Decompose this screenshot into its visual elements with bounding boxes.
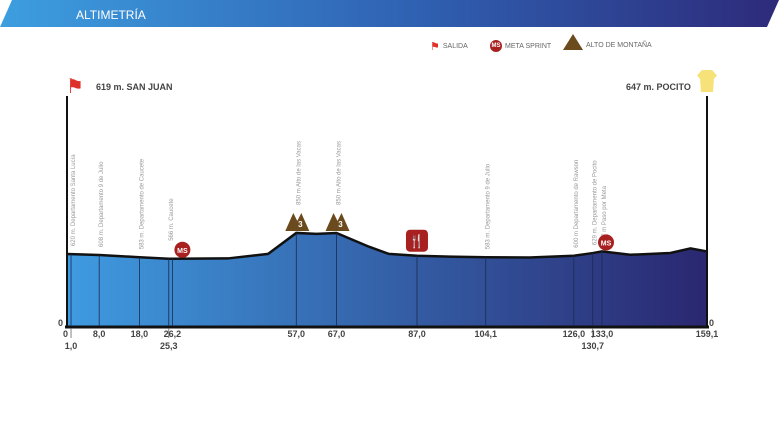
cutlery-glyph: 🍴 [409,234,425,250]
waypoint-label: 566 m. Caucete [169,198,175,241]
mountain-icon [325,212,350,231]
mountain-icon [285,212,310,231]
elevation-area [67,232,707,326]
km-tick-label: 159,1 [696,329,719,339]
legend-meta-sprint: MS META SPRINT [490,40,551,52]
waypoint-label: 583 m. Departamento de Caucete [139,158,145,249]
mountain-icon [563,34,583,50]
km-tick-label: 0 [63,329,68,339]
meta-sprint-icon: MS [490,40,502,52]
km-tick-label: 67,0 [328,329,346,339]
start-label: 619 m. SAN JUAN [96,82,173,92]
km-tick-label: 8,0 [93,329,106,339]
km-tick-label: 18,0 [131,329,149,339]
waypoint-label: 647 m Paso por Meta [602,185,608,243]
mountain-category: 3 [338,220,343,229]
header-title: ALTIMETRÍA [76,8,146,22]
meta-sprint-icon [598,234,615,251]
legend-label: ALTO DE MONTAÑA [586,41,652,49]
km-tick-label: 126,0 [563,329,586,339]
y-end-label: 0 [709,318,714,328]
yellow-jersey-icon [697,70,717,92]
km-tick-label: 87,0 [408,329,426,339]
waypoint-label: 583 m. Departamento 9 de Julio [486,163,492,249]
waypoint-label: 600 m Departamento de Rawson [574,160,580,248]
km-tick-label: 1,0 [65,341,78,351]
header-banner: ALTIMETRÍA [0,0,779,27]
km-tick-label: 25,3 [160,341,178,351]
y-zero-label: 0 [58,318,63,328]
meta-sprint-icon [174,241,191,258]
km-tick-label: 57,0 [288,329,306,339]
meta-sprint-text: MS [601,240,612,247]
meta-sprint-text: MS [177,248,188,255]
red-flag-icon: ⚑ [66,76,84,98]
waypoint-label: 850 m Alto de las Vacas [296,141,302,205]
legend-label: META SPRINT [505,42,552,50]
mountain-category: 3 [298,220,303,229]
km-tick-label: 133,0 [591,329,614,339]
km-tick-label: 104,1 [474,329,497,339]
red-flag-icon: ⚑ [430,41,440,53]
waypoint-label: 608 m. Departamento 9 de Julio [99,161,105,247]
finish-label: 647 m. POCITO [626,82,691,92]
elevation-line [66,231,708,261]
feed-zone-icon [405,229,428,252]
legend-salida: ⚑ SALIDA [430,40,468,53]
km-tick-label: 26,2 [164,329,182,339]
legend-alto-montana: ALTO DE MONTAÑA [563,34,652,50]
waypoint-label: 629 m. Departamento de Pocito [593,160,599,245]
waypoint-label: 850 m Alto de las Vacas [337,141,343,205]
waypoint-label: 620 m. Departamento Santa Lucía [71,154,77,246]
km-tick-label: 130,7 [581,341,604,351]
legend-label: SALIDA [442,43,468,50]
